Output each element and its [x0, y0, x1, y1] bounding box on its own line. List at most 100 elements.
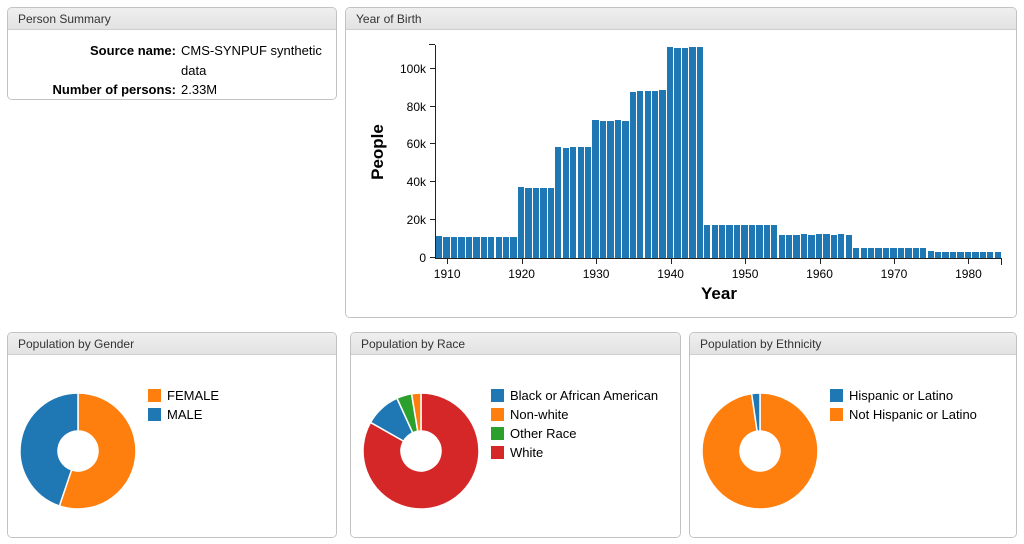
bar-1953[interactable] — [763, 224, 770, 258]
bar-1933[interactable] — [614, 119, 622, 258]
person-summary-panel: Person Summary Source name: CMS-SYNPUF s… — [7, 7, 337, 100]
bar-1975[interactable] — [927, 251, 934, 258]
bar-1971[interactable] — [897, 247, 905, 258]
bar-1946[interactable] — [711, 225, 718, 258]
bar-1959[interactable] — [808, 234, 815, 258]
bar-1919[interactable] — [510, 237, 517, 258]
x-axis-tick — [894, 258, 895, 264]
slice-non-white[interactable]: Non-white: 2.6% — [410, 392, 422, 433]
bar-1958[interactable] — [800, 234, 808, 258]
bar-1943[interactable] — [689, 46, 696, 258]
panel-header: Population by Ethnicity — [690, 333, 1016, 355]
legend-label: FEMALE — [167, 388, 220, 403]
bar-1967[interactable] — [867, 248, 875, 258]
number-of-persons-label: Number of persons: — [52, 82, 176, 97]
bar-1928[interactable] — [577, 147, 584, 258]
bar-1911[interactable] — [450, 237, 458, 258]
bar-1909[interactable] — [436, 236, 443, 258]
bar-1972[interactable] — [905, 247, 912, 258]
bar-1915[interactable] — [480, 236, 487, 258]
y-axis-title: People — [368, 123, 387, 180]
bar-1931[interactable] — [599, 120, 607, 258]
y-axis-tick — [430, 181, 436, 183]
bar-1925[interactable] — [555, 147, 562, 258]
x-axis-tick-label: 1960 — [806, 267, 833, 281]
bar-1954[interactable] — [771, 224, 778, 258]
slice-not-hispanic-or-latino[interactable]: Not Hispanic or Latino: 97.7% — [701, 392, 819, 510]
ethnicity-donut-chart: Not Hispanic or Latino: 97.7%Hispanic or… — [701, 392, 819, 510]
x-axis-tick — [596, 258, 598, 264]
panel-header: Year of Birth — [346, 8, 1016, 30]
bar-1918[interactable] — [503, 237, 510, 258]
bar-1920[interactable] — [517, 187, 525, 258]
bar-1949[interactable] — [733, 224, 741, 258]
legend-item-white: White — [491, 445, 658, 460]
bar-1974[interactable] — [920, 247, 927, 258]
bar-1983[interactable] — [987, 252, 994, 258]
bar-1935[interactable] — [629, 92, 636, 258]
bar-1944[interactable] — [696, 47, 703, 258]
bar-1984[interactable] — [994, 251, 1001, 258]
bar-1939[interactable] — [659, 90, 666, 258]
x-axis-end-cap — [1001, 259, 1002, 265]
bar-1947[interactable] — [719, 224, 726, 258]
bar-1917[interactable] — [495, 236, 502, 258]
bar-1936[interactable] — [637, 91, 644, 258]
bar-1965[interactable] — [853, 247, 860, 258]
bar-1912[interactable] — [458, 236, 465, 258]
bar-1962[interactable] — [830, 234, 838, 258]
x-axis-tick-label: 1910 — [433, 267, 461, 281]
y-axis-tick-label: 0 — [419, 251, 426, 265]
bar-1921[interactable] — [525, 187, 532, 258]
bar-1929[interactable] — [584, 147, 592, 258]
bar-1981[interactable] — [972, 251, 979, 258]
slice-hispanic-or-latino[interactable]: Hispanic or Latino: 2.3% — [750, 392, 761, 433]
bar-1942[interactable] — [681, 47, 689, 258]
bar-1976[interactable] — [934, 251, 942, 258]
bar-1937[interactable] — [644, 91, 651, 258]
panel-title: Population by Ethnicity — [700, 337, 822, 351]
bar-1934[interactable] — [622, 120, 629, 258]
bar-1926[interactable] — [562, 147, 569, 258]
bar-1930[interactable] — [592, 119, 599, 258]
bar-1916[interactable] — [488, 237, 495, 258]
bar-1952[interactable] — [756, 224, 763, 258]
bar-1922[interactable] — [532, 188, 540, 258]
bar-1910[interactable] — [443, 236, 450, 258]
bar-1932[interactable] — [607, 120, 614, 258]
bar-1980[interactable] — [964, 251, 972, 258]
bar-1951[interactable] — [748, 225, 756, 258]
bar-1957[interactable] — [793, 234, 800, 258]
bar-1982[interactable] — [979, 251, 986, 258]
slice-male[interactable]: MALE: 44.8% — [19, 392, 79, 507]
bar-1938[interactable] — [651, 91, 659, 258]
bar-1941[interactable] — [674, 47, 681, 258]
bar-1963[interactable] — [838, 234, 845, 258]
bar-1945[interactable] — [704, 224, 711, 258]
bar-1970[interactable] — [890, 247, 897, 258]
bar-1940[interactable] — [666, 46, 674, 258]
bar-1968[interactable] — [875, 247, 882, 258]
bar-1961[interactable] — [823, 234, 830, 258]
race-chart: White: 83.2%Black or African American: 1… — [351, 355, 680, 537]
bar-1923[interactable] — [540, 187, 547, 258]
bar-1969[interactable] — [882, 247, 890, 258]
bar-1960[interactable] — [815, 234, 823, 258]
bar-1978[interactable] — [949, 251, 957, 258]
y-axis-tick — [430, 219, 436, 221]
bar-1973[interactable] — [912, 248, 919, 258]
slice-white[interactable]: White: 83.2% — [362, 392, 480, 510]
bar-1955[interactable] — [778, 234, 785, 258]
bar-1977[interactable] — [942, 251, 949, 258]
bar-1913[interactable] — [465, 237, 473, 258]
bar-1956[interactable] — [786, 234, 793, 258]
bar-1914[interactable] — [473, 236, 480, 258]
panel-header: Population by Gender — [8, 333, 336, 355]
bar-1950[interactable] — [741, 224, 748, 258]
bar-1979[interactable] — [957, 251, 964, 258]
bar-1927[interactable] — [570, 147, 577, 258]
bar-1966[interactable] — [860, 247, 867, 258]
bar-1924[interactable] — [547, 187, 555, 258]
bar-1964[interactable] — [845, 234, 852, 258]
bar-1948[interactable] — [726, 224, 733, 258]
